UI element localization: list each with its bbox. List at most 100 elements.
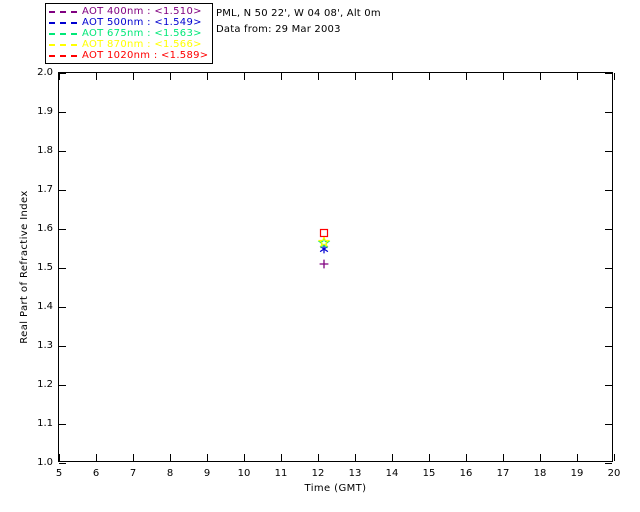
x-axis-tick-label: 13 [348, 468, 362, 479]
y-axis-tick [59, 190, 66, 191]
x-axis-tick-label: 12 [311, 468, 325, 479]
x-axis-tick [577, 454, 578, 461]
x-axis-tick [281, 73, 282, 80]
legend-line-swatch [49, 21, 77, 24]
y-axis-tick [59, 307, 66, 308]
x-axis-tick [318, 454, 319, 461]
legend: AOT 400nm : <1.510> AOT 500nm : <1.549> AO… [45, 3, 214, 64]
x-axis-tick [429, 73, 430, 80]
legend-item: AOT 400nm : <1.510> [49, 6, 208, 17]
legend-line-swatch [49, 54, 77, 57]
site-location-line: PML, N 50 22', W 04 08', Alt 0m [216, 8, 381, 19]
y-axis-tick [59, 73, 66, 74]
y-axis-tick-label: 1.3 [37, 340, 53, 351]
x-axis-tick [577, 73, 578, 80]
data-date-line: Data from: 29 Mar 2003 [216, 24, 341, 35]
y-axis-tick [59, 229, 66, 230]
y-axis-tick-label: 1.9 [37, 106, 53, 117]
x-axis-tick-label: 9 [203, 468, 211, 479]
x-axis-tick-label: 7 [129, 468, 137, 479]
y-axis-tick [605, 268, 612, 269]
x-axis-tick [355, 454, 356, 461]
y-axis-title: Real Part of Refractive Index [19, 190, 30, 344]
x-axis-tick [429, 454, 430, 461]
x-axis-tick [59, 73, 60, 80]
y-axis-tick [605, 73, 612, 74]
x-axis-tick [133, 73, 134, 80]
y-axis-tick [605, 190, 612, 191]
legend-item-label: AOT 675nm : <1.563> [82, 28, 202, 39]
x-axis-tick-label: 6 [92, 468, 100, 479]
legend-item-label: AOT 400nm : <1.510> [82, 6, 202, 17]
x-axis-tick-label: 20 [607, 468, 621, 479]
y-axis-tick-label: 1.8 [37, 145, 53, 156]
y-axis-tick [605, 463, 612, 464]
y-axis-tick-label: 1.1 [37, 418, 53, 429]
plot-frame: 1.0 1.1 1.2 1.3 1.4 1.5 1.6 1.7 1.8 1.9 2.0 5 6 7 8 9 10… [37, 68, 620, 479]
x-axis-tick [207, 73, 208, 80]
y-axis-tick [59, 151, 66, 152]
legend-item: AOT 1020nm : <1.589> [49, 50, 208, 61]
x-axis-tick [355, 73, 356, 80]
y-axis-tick [605, 424, 612, 425]
x-axis-tick [59, 454, 60, 461]
x-axis-tick [244, 454, 245, 461]
legend-item: AOT 870nm : <1.566> [49, 39, 208, 50]
x-axis-tick [540, 73, 541, 80]
y-axis-tick-label: 1.7 [37, 184, 53, 195]
legend-item-label: AOT 500nm : <1.549> [82, 17, 202, 28]
x-axis-tick [392, 73, 393, 80]
legend-item-label: AOT 870nm : <1.566> [82, 39, 202, 50]
y-axis-tick-label: 2.0 [37, 67, 53, 78]
x-axis-tick [503, 454, 504, 461]
x-axis-title: Time (GMT) [304, 483, 367, 494]
x-axis-tick [96, 73, 97, 80]
x-axis-tick [318, 73, 319, 80]
y-axis-tick [605, 346, 612, 347]
x-axis-tick-label: 11 [274, 468, 288, 479]
y-axis-tick [59, 463, 66, 464]
x-axis-tick [244, 73, 245, 80]
x-axis-tick [207, 454, 208, 461]
x-axis-tick [170, 73, 171, 80]
legend-line-swatch [49, 32, 77, 35]
x-axis-tick-label: 10 [237, 468, 251, 479]
x-axis-tick [392, 454, 393, 461]
x-axis-tick-label: 14 [385, 468, 399, 479]
x-axis-tick-label: 19 [570, 468, 584, 479]
x-axis-tick-label: 18 [533, 468, 547, 479]
legend-line-swatch [49, 10, 77, 13]
legend-item-label: AOT 1020nm : <1.589> [82, 50, 209, 61]
y-axis-tick [605, 229, 612, 230]
y-axis-tick-label: 1.5 [37, 262, 53, 273]
legend-item: AOT 500nm : <1.549> [49, 17, 208, 28]
y-axis-tick [605, 151, 612, 152]
y-axis-tick [59, 112, 66, 113]
x-axis-tick [281, 454, 282, 461]
y-axis-tick [59, 424, 66, 425]
header-annotation: PML, N 50 22', W 04 08', Alt 0m Data fro… [216, 6, 381, 38]
x-axis-tick [170, 454, 171, 461]
x-axis-tick-label: 8 [166, 468, 174, 479]
legend-line-swatch [49, 43, 77, 46]
y-axis-tick [59, 346, 66, 347]
x-axis-tick [466, 454, 467, 461]
y-axis-tick-label: 1.6 [37, 223, 53, 234]
x-axis-tick [540, 454, 541, 461]
y-axis-tick-label: 1.0 [37, 457, 53, 468]
y-axis-tick [59, 268, 66, 269]
x-axis-tick [466, 73, 467, 80]
y-axis-tick-label: 1.4 [37, 301, 53, 312]
y-axis-tick-label: 1.2 [37, 379, 53, 390]
y-axis-tick [605, 385, 612, 386]
x-axis-tick-label: 15 [422, 468, 436, 479]
x-axis-tick-label: 17 [496, 468, 510, 479]
y-axis-tick [59, 385, 66, 386]
y-axis-tick [605, 112, 612, 113]
y-axis-tick [605, 307, 612, 308]
x-axis-tick [614, 454, 615, 461]
x-axis-tick [96, 454, 97, 461]
x-axis-tick [614, 73, 615, 80]
x-axis-tick [503, 73, 504, 80]
